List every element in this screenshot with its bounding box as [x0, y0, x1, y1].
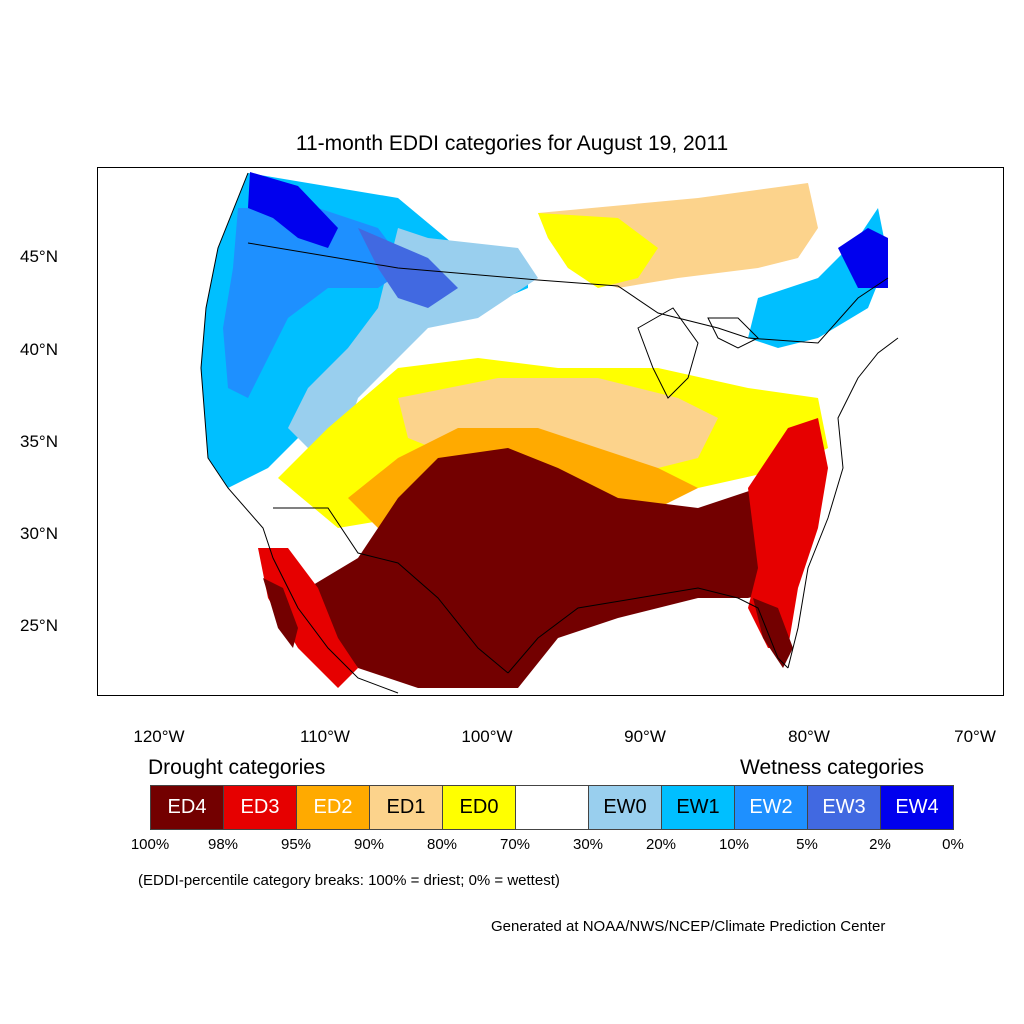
lon-label-100: 100°W	[461, 727, 513, 746]
lon-label-110: 110°W	[300, 727, 350, 746]
legend-break-label: 20%	[645, 836, 677, 853]
region-ed4-baja	[263, 578, 298, 648]
region-ed0-north	[538, 213, 658, 288]
great-lakes	[637, 307, 759, 399]
eddi-map	[200, 172, 899, 694]
legend-swatch-ed4: ED4	[150, 785, 224, 830]
gulf-coast	[507, 587, 789, 674]
legend-break-label: 100%	[130, 836, 170, 853]
legend-break-label: 95%	[280, 836, 312, 853]
region-ew4-nw	[248, 172, 338, 248]
us-canada-border	[247, 242, 889, 344]
legend-swatch-ed0: ED0	[442, 785, 516, 830]
lat-label-35: 35°N	[20, 432, 58, 451]
region-ew4-ne	[838, 228, 888, 288]
legend-swatch-ew2: EW2	[734, 785, 808, 830]
legend-break-label: 90%	[353, 836, 385, 853]
legend-swatch-ew4: EW4	[880, 785, 954, 830]
legend-swatch-ew0: EW0	[588, 785, 662, 830]
legend-break-label: 70%	[499, 836, 531, 853]
drought-heading: Drought categories	[148, 756, 326, 779]
atlantic-coast	[787, 337, 899, 669]
legend-break-label: 2%	[869, 836, 891, 853]
lon-label-120: 120°W	[133, 727, 185, 746]
lon-label-80: 80°W	[788, 727, 830, 746]
legend-swatch-ed1: ED1	[369, 785, 443, 830]
credit-line: Generated at NOAA/NWS/NCEP/Climate Predi…	[491, 918, 886, 935]
us-mexico-border	[273, 507, 509, 674]
legend-swatch-neutral	[515, 785, 589, 830]
legend-break-label: 5%	[796, 836, 818, 853]
legend-break-label: 10%	[718, 836, 750, 853]
map-title: 11-month EDDI categories for August 19, …	[295, 132, 729, 155]
map-panel	[97, 167, 1004, 696]
wetness-heading: Wetness categories	[740, 756, 925, 779]
lat-label-30: 30°N	[20, 524, 58, 543]
legend-swatch-ed3: ED3	[223, 785, 297, 830]
legend-note: (EDDI-percentile category breaks: 100% =…	[138, 872, 560, 889]
region-ew2-west	[223, 208, 408, 398]
coastline-west	[200, 172, 399, 694]
region-ed3-southeast	[748, 418, 828, 648]
legend-swatch-ed2: ED2	[296, 785, 370, 830]
political-boundaries	[200, 172, 899, 694]
lat-label-40: 40°N	[20, 340, 58, 359]
legend-break-label: 98%	[207, 836, 239, 853]
lat-label-45: 45°N	[20, 247, 58, 266]
region-ed4-south	[308, 448, 818, 688]
legend-swatch-ew1: EW1	[661, 785, 735, 830]
lat-label-25: 25°N	[20, 616, 58, 635]
legend-swatch-ew3: EW3	[807, 785, 881, 830]
legend-break-label: 30%	[572, 836, 604, 853]
lon-label-90: 90°W	[624, 727, 666, 746]
region-ew0-west	[288, 228, 538, 458]
lon-label-70: 70°W	[954, 727, 996, 746]
legend-break-label: 0%	[942, 836, 964, 853]
category-regions	[201, 172, 888, 688]
region-ew3-nw	[358, 228, 458, 308]
legend-break-label: 80%	[426, 836, 458, 853]
region-ed4-florida	[753, 598, 793, 668]
